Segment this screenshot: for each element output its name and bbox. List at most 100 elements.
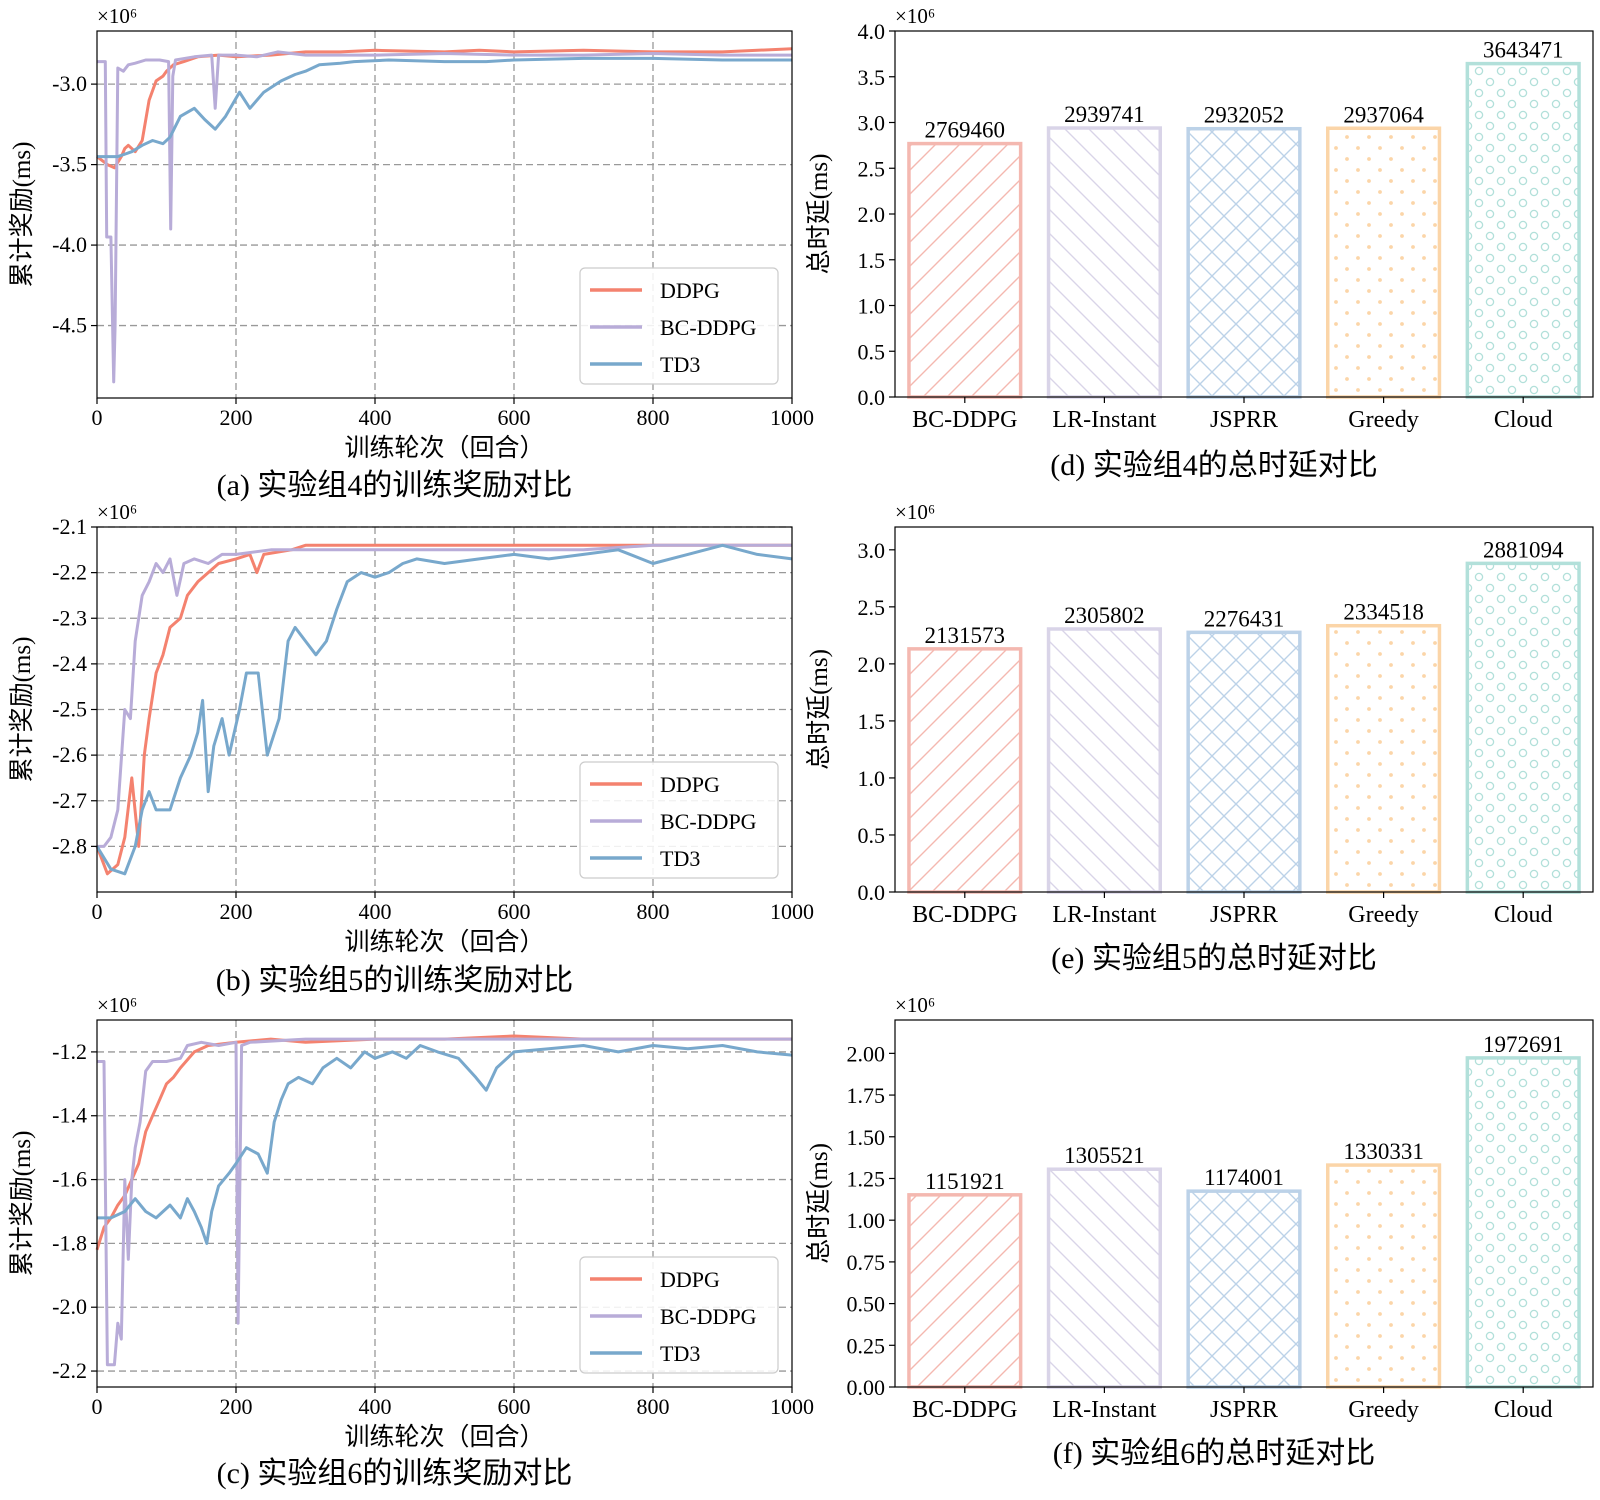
x-tick-label: 1000 (770, 405, 814, 430)
caption: (d) 实验组4的总时延对比 (1050, 449, 1377, 482)
bar-lr-instant (1046, 627, 1162, 894)
y-tick-label: 3.0 (858, 538, 886, 563)
bar-value-label: 2937064 (1343, 102, 1424, 127)
axis-multiplier: ×10⁶ (97, 993, 137, 1017)
y-tick-label: -2.3 (52, 605, 87, 630)
y-tick-label: 2.00 (847, 1041, 886, 1066)
legend-box (579, 1256, 779, 1374)
y-tick-label: -4.5 (52, 313, 87, 338)
legend-label: TD3 (660, 352, 700, 377)
y-tick-label: -3.0 (52, 71, 87, 96)
x-tick-label: Greedy (1348, 407, 1419, 433)
legend-box (579, 761, 779, 879)
y-tick-label: -3.5 (52, 152, 87, 177)
x-tick-label: 600 (498, 405, 531, 430)
y-tick-label: 1.5 (858, 248, 886, 273)
y-tick-label: 0.0 (858, 385, 886, 410)
x-tick-label: BC-DDPG (912, 407, 1017, 433)
legend-label: DDPG (660, 772, 720, 797)
y-tick-label: -1.2 (52, 1039, 87, 1064)
x-axis-label: 训练轮次（回合） (344, 1423, 544, 1451)
y-tick-label: 4.0 (858, 19, 886, 44)
x-tick-label: BC-DDPG (912, 902, 1017, 928)
x-tick-label: 800 (637, 899, 670, 924)
series-line-bc-ddpg (97, 1037, 792, 1367)
y-axis-label: 累计奖励(ms) (8, 1131, 36, 1277)
bar-value-label: 2305802 (1064, 603, 1145, 628)
bar-bc-ddpg (907, 141, 1023, 399)
gridlines (97, 526, 792, 892)
y-tick-label: 3.0 (858, 111, 886, 136)
bar-value-label: 1174001 (1204, 1165, 1284, 1190)
y-tick-label: -2.2 (52, 560, 87, 585)
bar-lr-instant (1046, 126, 1162, 399)
bar-lr-instant (1046, 1167, 1162, 1389)
y-tick-label: -2.2 (52, 1358, 87, 1383)
line-chart-a: 0 200 400 600 800 1000 -3.0 -3.5 -4.0 -4.5 ×10⁶ 训练轮… (8, 4, 814, 502)
x-tick-label: 0 (92, 1394, 103, 1419)
y-tick-label: 0.5 (858, 823, 886, 848)
y-tick-label: -2.0 (52, 1294, 87, 1319)
legend-label: BC-DDPG (660, 315, 757, 340)
axes-frame (96, 30, 793, 399)
line-chart-c: 0 200 400 600 800 1000 -1.2 -1.4 -1.6 -1.8 -2.0 -2.… (8, 993, 814, 1490)
caption: (c) 实验组6的训练奖励对比 (217, 1457, 573, 1490)
x-tick-label: 400 (359, 405, 392, 430)
bar-chart-d: 2769460 BC-DDPG 2939741 LR-Instant 2932052 JS… (805, 4, 1594, 482)
axis-multiplier: ×10⁶ (895, 4, 935, 28)
legend: DDPG BC-DDPG TD3 (579, 267, 779, 385)
legend: DDPG BC-DDPG TD3 (579, 1256, 779, 1374)
y-tick-label: 1.00 (847, 1208, 886, 1233)
x-tick-label: 600 (498, 899, 531, 924)
y-tick-label: 2.5 (858, 595, 886, 620)
bar-value-label: 2131573 (925, 623, 1006, 648)
legend-box (579, 267, 779, 385)
x-tick-label: 400 (359, 1394, 392, 1419)
x-tick-label: 200 (220, 405, 253, 430)
y-tick-label: -2.8 (52, 833, 87, 858)
y-tick-label: -2.6 (52, 742, 87, 767)
series-line-td3 (97, 1044, 793, 1245)
series-line-bc-ddpg (97, 50, 792, 384)
x-tick-label: 600 (498, 1394, 531, 1419)
y-tick-label: -1.6 (52, 1167, 87, 1192)
series-line-td3 (95, 543, 793, 876)
bar-value-label: 1151921 (925, 1169, 1005, 1194)
y-tick-label: 1.5 (858, 709, 886, 734)
x-tick-label: JSPRR (1210, 902, 1278, 928)
y-tick-label: 1.25 (847, 1166, 886, 1191)
axis-multiplier: ×10⁶ (895, 993, 935, 1017)
legend-label: TD3 (660, 846, 700, 871)
y-tick-label: -2.7 (52, 788, 87, 813)
x-tick-label: 800 (637, 1394, 670, 1419)
y-tick-label: -1.4 (52, 1103, 87, 1128)
y-tick-label: 2.0 (858, 202, 886, 227)
series-line-ddpg (95, 543, 792, 876)
x-tick-label: JSPRR (1210, 407, 1278, 433)
bar-value-label: 2932052 (1204, 103, 1285, 128)
y-tick-label: 2.5 (858, 156, 886, 181)
axes-frame (894, 1019, 1594, 1388)
axes-frame (96, 1019, 793, 1388)
legend-label: DDPG (660, 1267, 720, 1292)
x-tick-label: 0 (92, 899, 103, 924)
series-line-bc-ddpg (97, 543, 792, 848)
caption: (f) 实验组6的总时延对比 (1053, 1437, 1375, 1470)
x-tick-label: Greedy (1348, 1397, 1419, 1423)
x-tick-label: 1000 (770, 899, 814, 924)
y-tick-label: -2.1 (52, 514, 87, 539)
x-tick-label: LR-Instant (1052, 407, 1156, 433)
y-axis-label: 总时延(ms) (805, 1143, 833, 1264)
y-tick-label: 3.5 (858, 65, 886, 90)
bar-chart-f: 1151921 BC-DDPG 1305521 LR-Instant 1174001 JS… (805, 993, 1594, 1470)
bar-chart-e: 2131573 BC-DDPG 2305802 LR-Instant 2276431 JS… (805, 500, 1594, 975)
bar-cloud (1465, 61, 1581, 399)
x-axis-label: 训练轮次（回合） (344, 434, 544, 462)
x-tick-label: LR-Instant (1052, 1397, 1156, 1423)
line-chart-b: 0 200 400 600 800 1000 -2.1 -2.2 -2.3 -2.4 -2.5 -2.… (8, 500, 814, 997)
bar-jsprr (1186, 126, 1302, 399)
gridlines (97, 31, 792, 398)
legend-label: BC-DDPG (660, 809, 757, 834)
axis-multiplier: ×10⁶ (895, 500, 935, 524)
